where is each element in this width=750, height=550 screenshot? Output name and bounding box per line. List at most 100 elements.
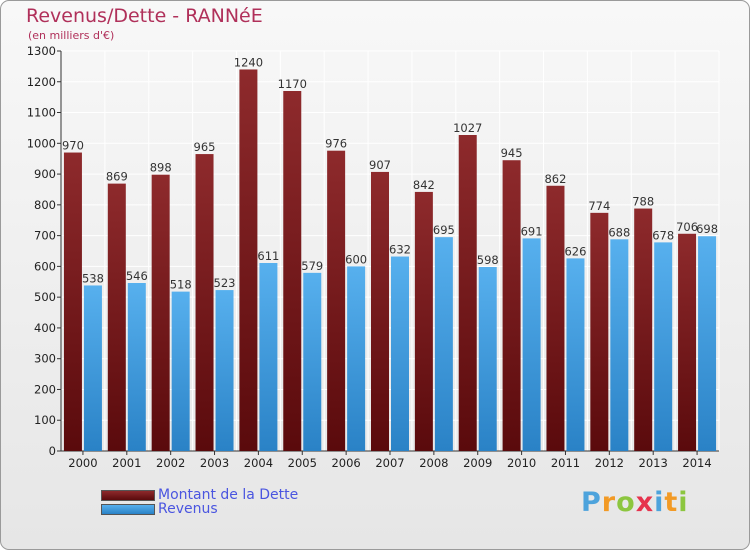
x-tick-label: 2000	[68, 456, 97, 470]
bar-dette	[239, 69, 258, 451]
logo-letter: x	[635, 487, 655, 518]
data-label-revenus: 546	[126, 269, 148, 283]
data-label-revenus: 518	[170, 278, 192, 292]
logo-letter: r	[601, 487, 617, 518]
proxiti-logo: Proxiti	[581, 487, 689, 518]
logo-letter: P	[581, 487, 602, 518]
bar-dette	[590, 212, 609, 451]
y-tick-label: 900	[34, 167, 56, 181]
bar-revenus	[566, 258, 585, 451]
data-label-revenus: 600	[345, 252, 367, 266]
x-tick-label: 2011	[551, 456, 580, 470]
bar-dette	[107, 183, 126, 451]
bar-revenus	[522, 238, 541, 451]
grid-lines	[60, 50, 720, 452]
data-label-dette: 945	[501, 146, 523, 160]
data-label-revenus: 538	[82, 271, 104, 285]
x-tick-label: 2014	[682, 456, 711, 470]
bar-revenus	[391, 256, 409, 451]
bar-dette	[634, 208, 653, 451]
bar-dette	[458, 135, 477, 451]
logo-letter: o	[616, 487, 636, 518]
x-tick-label: 2006	[331, 456, 360, 470]
data-label-revenus: 523	[214, 276, 236, 290]
legend-swatch-revenus	[101, 503, 155, 515]
data-label-dette: 1027	[453, 121, 482, 135]
legend-label-revenus: Revenus	[158, 501, 218, 517]
data-label-revenus: 626	[564, 244, 586, 258]
bar-dette	[283, 91, 302, 451]
x-tick-label: 2004	[244, 456, 273, 470]
bar-dette	[678, 233, 697, 451]
bar-revenus	[303, 272, 322, 451]
data-label-dette: 774	[588, 199, 610, 213]
bar-revenus	[171, 291, 190, 451]
y-tick-label: 300	[34, 352, 56, 366]
x-tick-label: 2012	[595, 456, 624, 470]
y-tick-label: 400	[34, 321, 56, 335]
chart-subtitle: (en milliers d'€)	[28, 29, 115, 42]
bar-revenus	[654, 242, 673, 451]
x-tick-label: 2009	[463, 456, 492, 470]
bar-revenus	[259, 263, 278, 451]
data-labels: 970 538 869 546 898 518 965 523 1240 611 1170 579 97…	[62, 55, 718, 291]
bar-revenus	[478, 267, 497, 451]
y-tick-label: 600	[34, 259, 56, 273]
logo-letter: t	[664, 487, 679, 518]
data-label-dette: 1170	[278, 77, 307, 91]
data-label-revenus: 598	[477, 253, 499, 267]
bar-revenus	[215, 290, 234, 451]
data-label-revenus: 611	[257, 249, 279, 263]
bar-revenus	[610, 239, 629, 451]
data-label-dette: 907	[369, 158, 391, 172]
y-tick-label: 700	[34, 229, 56, 243]
data-label-revenus: 698	[696, 222, 718, 236]
data-label-dette: 965	[194, 140, 216, 154]
y-tick-label: 1000	[27, 136, 56, 150]
legend-item-dette: Montant de la Dette	[101, 486, 298, 504]
x-tick-label: 2008	[419, 456, 448, 470]
y-tick-label: 200	[34, 382, 56, 396]
y-tick-label: 0	[49, 444, 56, 458]
data-label-revenus: 691	[521, 224, 543, 238]
logo-letter: i	[678, 487, 689, 518]
x-tick-label: 2002	[156, 456, 185, 470]
y-tick-label: 1200	[27, 75, 56, 89]
data-label-dette: 862	[544, 172, 566, 186]
data-label-dette: 788	[632, 195, 654, 209]
data-label-dette: 1240	[234, 55, 263, 69]
bar-dette	[414, 191, 433, 451]
x-tick-label: 2013	[639, 456, 668, 470]
bar-dette	[327, 150, 346, 451]
data-label-revenus: 632	[389, 243, 411, 257]
y-tick-label: 1100	[27, 106, 56, 120]
data-label-dette: 706	[676, 220, 698, 234]
x-tick-label: 2005	[288, 456, 317, 470]
data-label-dette: 869	[106, 170, 128, 184]
data-label-dette: 898	[150, 161, 172, 175]
bars	[63, 69, 717, 452]
y-tick-label: 800	[34, 198, 56, 212]
bar-revenus	[698, 236, 717, 451]
legend-item-revenus: Revenus	[101, 500, 218, 518]
bar-revenus	[434, 237, 453, 451]
x-tick-label: 2003	[200, 456, 229, 470]
bar-dette	[151, 174, 170, 451]
data-label-revenus: 678	[652, 228, 674, 242]
y-tick-label: 500	[34, 290, 56, 304]
data-label-dette: 842	[413, 178, 435, 192]
axes: 0 100 200 300 400 500 600 700 800 900 1000 1100 1200…	[27, 44, 719, 470]
x-tick-label: 2007	[375, 456, 404, 470]
bar-revenus	[347, 266, 366, 451]
bar-dette	[546, 185, 565, 451]
bar-dette	[371, 171, 389, 451]
bar-revenus	[83, 285, 102, 451]
x-tick-label: 2010	[507, 456, 536, 470]
legend-swatch-dette	[101, 489, 155, 501]
legend-label-dette: Montant de la Dette	[158, 487, 299, 503]
chart-title: Revenus/Dette - RANNéE	[26, 5, 263, 27]
y-tick-label: 1300	[27, 44, 56, 58]
data-label-revenus: 688	[608, 225, 630, 239]
